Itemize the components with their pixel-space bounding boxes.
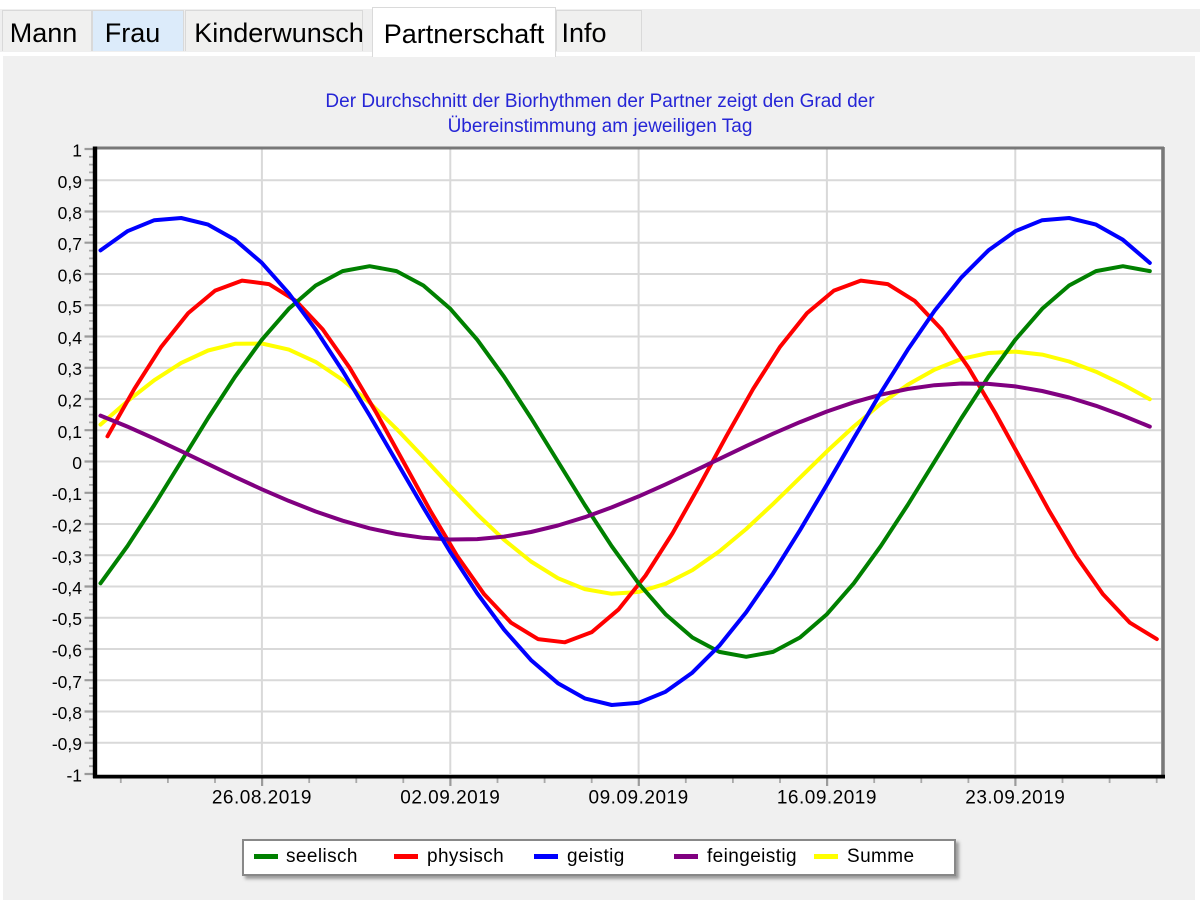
svg-text:1: 1	[72, 141, 82, 161]
svg-text:0,3: 0,3	[58, 359, 82, 379]
svg-text:0,2: 0,2	[58, 391, 82, 411]
svg-text:0,7: 0,7	[58, 234, 82, 254]
svg-text:09.09.2019: 09.09.2019	[589, 788, 689, 809]
svg-text:-0,1: -0,1	[52, 484, 82, 504]
svg-text:0,8: 0,8	[58, 203, 82, 223]
svg-text:-0,7: -0,7	[52, 672, 82, 692]
svg-text:23.09.2019: 23.09.2019	[965, 788, 1065, 809]
svg-text:0,1: 0,1	[58, 422, 82, 442]
svg-text:-0,8: -0,8	[52, 703, 82, 723]
svg-text:-0,6: -0,6	[52, 641, 82, 661]
svg-text:-0,2: -0,2	[52, 516, 82, 536]
svg-text:-0,3: -0,3	[52, 547, 82, 567]
svg-text:26.08.2019: 26.08.2019	[212, 788, 312, 809]
svg-text:0,5: 0,5	[58, 297, 82, 317]
svg-text:02.09.2019: 02.09.2019	[400, 788, 500, 809]
svg-text:0: 0	[72, 453, 82, 473]
svg-text:-1: -1	[66, 766, 82, 786]
svg-text:-0,4: -0,4	[52, 578, 82, 598]
svg-text:-0,9: -0,9	[52, 734, 82, 754]
svg-text:16.09.2019: 16.09.2019	[777, 788, 877, 809]
svg-text:0,9: 0,9	[58, 172, 82, 192]
svg-text:0,6: 0,6	[58, 266, 82, 286]
svg-text:-0,5: -0,5	[52, 609, 82, 629]
svg-text:0,4: 0,4	[58, 328, 83, 348]
